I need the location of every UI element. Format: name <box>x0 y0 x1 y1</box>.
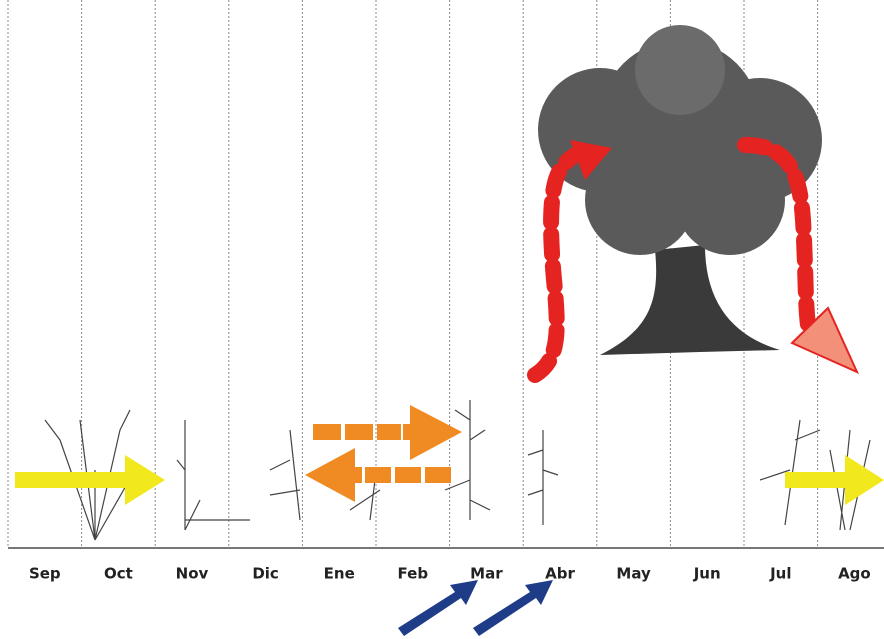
month-label: Ago <box>838 565 871 583</box>
month-label: Mar <box>470 565 503 583</box>
month-label: Oct <box>104 565 133 583</box>
canopy-part <box>635 25 725 115</box>
month-label: Jun <box>693 565 721 583</box>
month-label: Nov <box>176 565 209 583</box>
phenology-diagram: Sep Oct Nov Dic Ene Feb Mar Abr May Jun Jul Ago <box>0 0 884 639</box>
orange-dash <box>377 424 401 440</box>
canopy-part <box>675 145 785 255</box>
orange-dash <box>425 467 451 483</box>
month-label: Ene <box>324 565 355 583</box>
page: SepOctNovDicEneFebMarAbrMayJunJulAgo (()… <box>0 0 884 639</box>
orange-dash <box>313 424 341 440</box>
month-label: Feb <box>398 565 429 583</box>
month-label: Jul <box>769 565 791 583</box>
month-label: May <box>616 565 651 583</box>
orange-dash <box>395 467 421 483</box>
month-label: Dic <box>252 565 278 583</box>
month-label: Sep <box>29 565 61 583</box>
month-label: Abr <box>545 565 575 583</box>
orange-dash <box>345 424 373 440</box>
orange-dash <box>365 467 391 483</box>
